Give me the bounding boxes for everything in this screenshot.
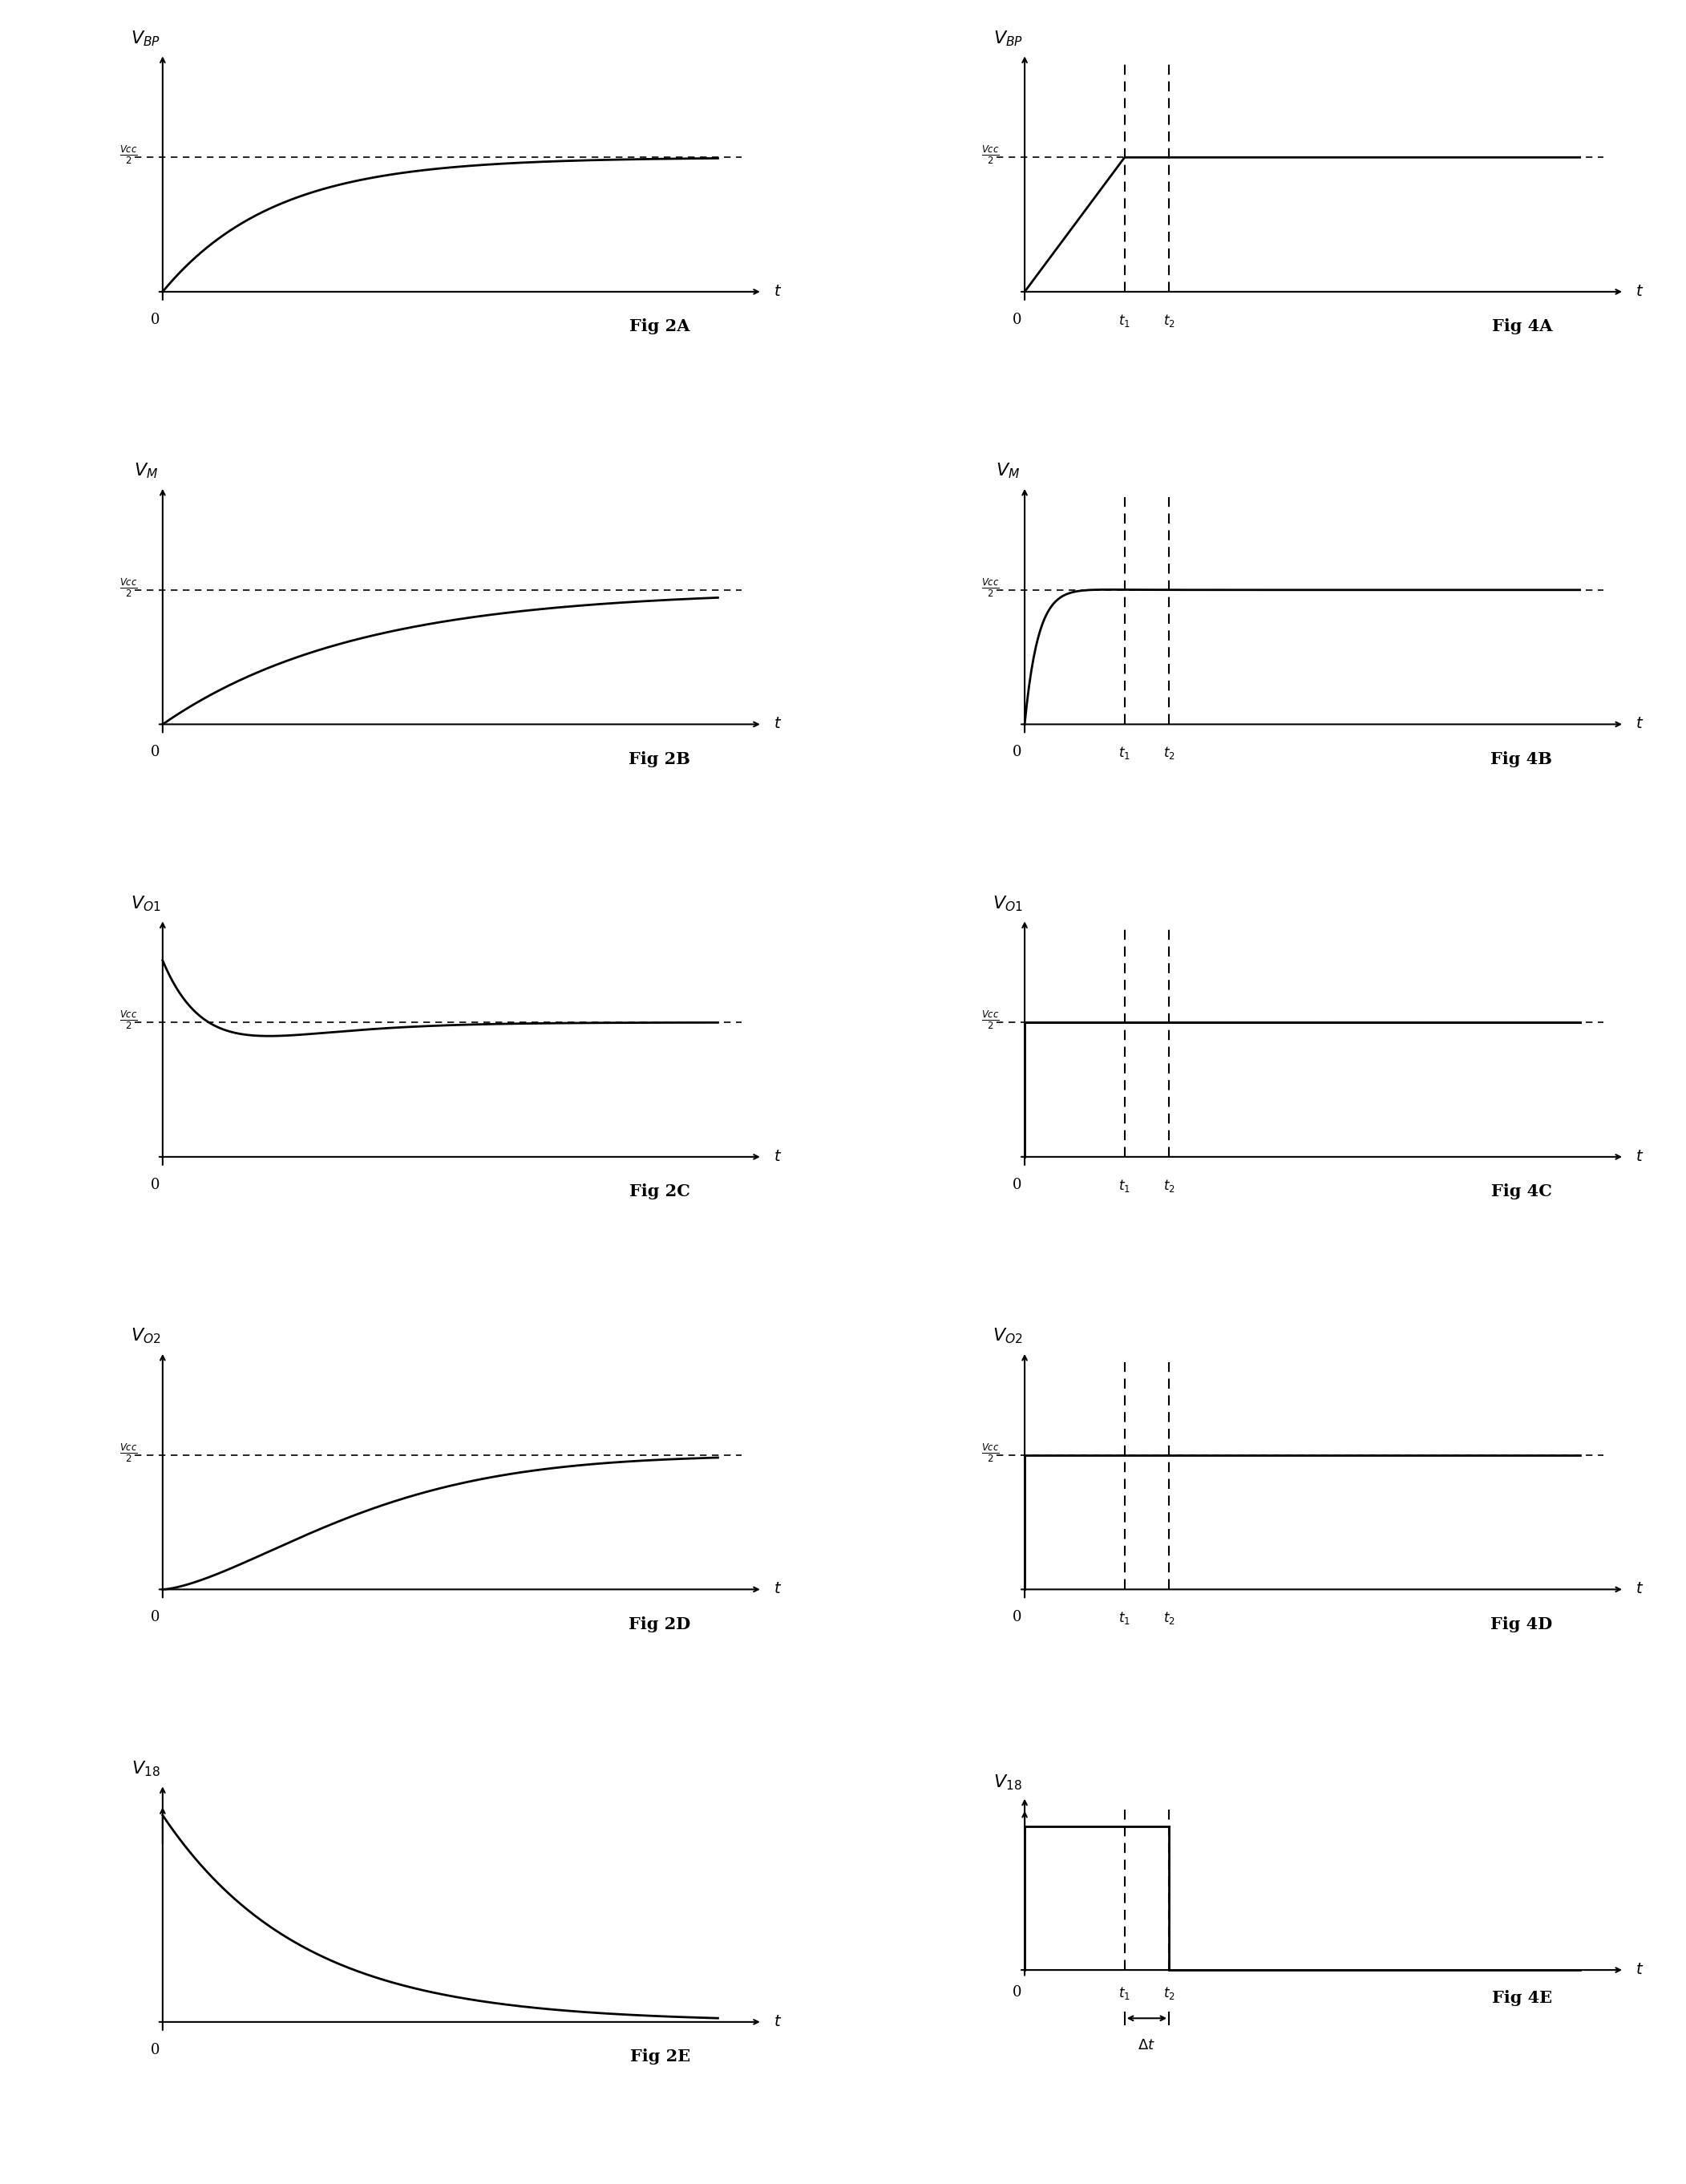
Text: Fig 2A: Fig 2A (629, 319, 690, 334)
Text: 0: 0 (1013, 1610, 1022, 1625)
Text: $t_1$: $t_1$ (1118, 1985, 1131, 2001)
Text: $t_2$: $t_2$ (1163, 745, 1175, 760)
Text: $V_{BP}$: $V_{BP}$ (132, 28, 160, 48)
Text: $\frac{Vcc}{2}$: $\frac{Vcc}{2}$ (981, 1441, 1000, 1463)
Text: 0: 0 (150, 312, 160, 328)
Text: $t$: $t$ (774, 716, 782, 732)
Text: Fig 2C: Fig 2C (629, 1184, 690, 1199)
Text: Fig 4D: Fig 4D (1490, 1616, 1553, 1631)
Text: $t$: $t$ (1635, 716, 1644, 732)
Text: $\frac{Vcc}{2}$: $\frac{Vcc}{2}$ (981, 577, 1000, 598)
Text: $t_1$: $t_1$ (1118, 745, 1131, 760)
Text: $t$: $t$ (1635, 284, 1644, 299)
Text: $V_{O1}$: $V_{O1}$ (132, 893, 162, 913)
Text: $\frac{Vcc}{2}$: $\frac{Vcc}{2}$ (981, 144, 1000, 166)
Text: 0: 0 (150, 1610, 160, 1625)
Text: Fig 4E: Fig 4E (1492, 1990, 1553, 2005)
Text: $V_{M}$: $V_{M}$ (133, 461, 158, 480)
Text: Fig 2B: Fig 2B (629, 751, 690, 767)
Text: $t_1$: $t_1$ (1118, 312, 1131, 328)
Text: 0: 0 (1013, 312, 1022, 328)
Text: $t$: $t$ (774, 2014, 782, 2029)
Text: 0: 0 (1013, 1177, 1022, 1192)
Text: $\Delta t$: $\Delta t$ (1138, 2038, 1155, 2053)
Text: Fig 4B: Fig 4B (1490, 751, 1553, 767)
Text: $V_{O2}$: $V_{O2}$ (132, 1326, 162, 1345)
Text: $\frac{Vcc}{2}$: $\frac{Vcc}{2}$ (981, 1009, 1000, 1031)
Text: $t$: $t$ (774, 284, 782, 299)
Text: $t$: $t$ (774, 1581, 782, 1597)
Text: $t$: $t$ (1635, 1149, 1644, 1164)
Text: $t$: $t$ (1635, 1581, 1644, 1597)
Text: $V_{18}$: $V_{18}$ (993, 1773, 1022, 1793)
Text: 0: 0 (1013, 1985, 1022, 2001)
Text: $V_{BP}$: $V_{BP}$ (993, 28, 1023, 48)
Text: 0: 0 (1013, 745, 1022, 760)
Text: $t_1$: $t_1$ (1118, 1610, 1131, 1627)
Text: $V_{M}$: $V_{M}$ (996, 461, 1020, 480)
Text: 0: 0 (150, 2042, 160, 2057)
Text: Fig 4C: Fig 4C (1492, 1184, 1553, 1199)
Text: $\frac{Vcc}{2}$: $\frac{Vcc}{2}$ (120, 1009, 138, 1031)
Text: $V_{O2}$: $V_{O2}$ (993, 1326, 1023, 1345)
Text: $\frac{Vcc}{2}$: $\frac{Vcc}{2}$ (120, 144, 138, 166)
Text: 0: 0 (150, 1177, 160, 1192)
Text: Fig 4A: Fig 4A (1492, 319, 1553, 334)
Text: $\frac{Vcc}{2}$: $\frac{Vcc}{2}$ (120, 577, 138, 598)
Text: $t$: $t$ (774, 1149, 782, 1164)
Text: $t_2$: $t_2$ (1163, 1985, 1175, 2001)
Text: 0: 0 (150, 745, 160, 760)
Text: $\frac{Vcc}{2}$: $\frac{Vcc}{2}$ (120, 1441, 138, 1463)
Text: $V_{18}$: $V_{18}$ (132, 1758, 160, 1778)
Text: $V_{O1}$: $V_{O1}$ (993, 893, 1023, 913)
Text: $t_2$: $t_2$ (1163, 1177, 1175, 1192)
Text: Fig 2E: Fig 2E (631, 2049, 690, 2064)
Text: $t_1$: $t_1$ (1118, 1177, 1131, 1192)
Text: $t$: $t$ (1635, 1963, 1644, 1977)
Text: $t_2$: $t_2$ (1163, 1610, 1175, 1627)
Text: $t_2$: $t_2$ (1163, 312, 1175, 328)
Text: Fig 2D: Fig 2D (629, 1616, 690, 1631)
